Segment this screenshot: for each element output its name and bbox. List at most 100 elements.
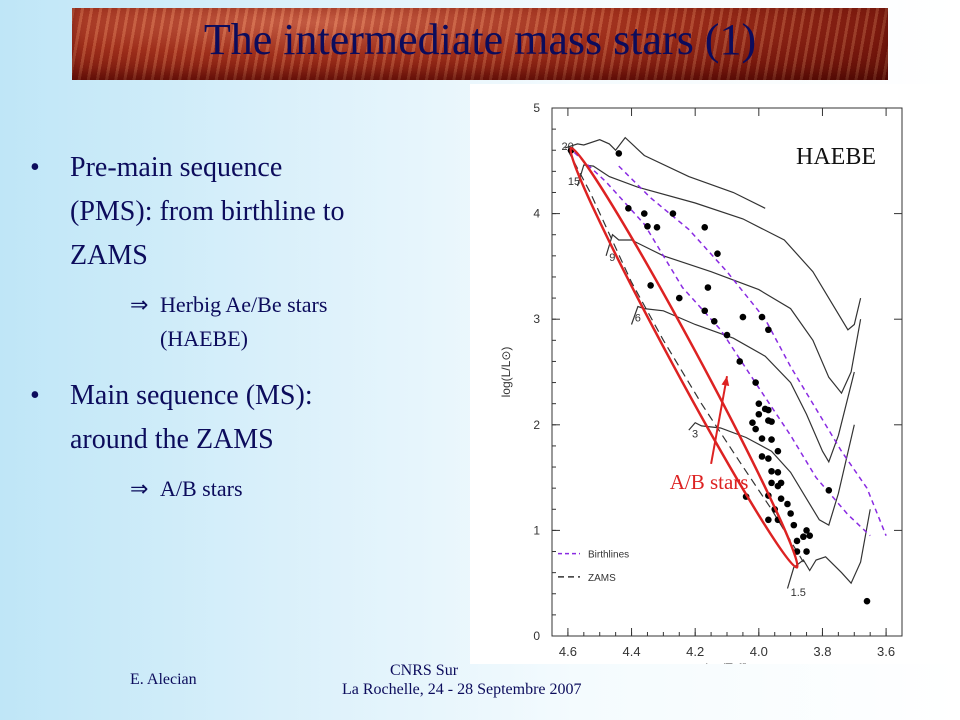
bullet-list: • Pre-main sequence (PMS): from birthlin… bbox=[30, 146, 460, 506]
zams-line bbox=[567, 149, 804, 563]
data-point bbox=[768, 418, 775, 425]
sub-bullet-haebe: ⇒ Herbig Ae/Be stars (HAEBE) bbox=[30, 288, 460, 356]
x-tick-label: 4.6 bbox=[559, 644, 577, 659]
y-axis-label: log(L/L⊙) bbox=[499, 347, 513, 398]
sub-bullet-ab: ⇒ A/B stars bbox=[30, 472, 460, 506]
data-point bbox=[758, 313, 766, 321]
bullet-ms-line1: Main sequence (MS): bbox=[70, 380, 313, 411]
hr-diagram-panel: 4.6 4.4 4.2 4.0 3.8 3.6 0 1 2 3 4 5 log(Teff) log(L/L… bbox=[470, 84, 960, 675]
bullet-ms-line2: around the ZAMS bbox=[70, 424, 274, 455]
haebe-label: HAEBE bbox=[796, 144, 876, 170]
data-point bbox=[774, 469, 782, 476]
data-point bbox=[774, 482, 782, 490]
data-point bbox=[768, 467, 775, 475]
data-point bbox=[825, 486, 833, 494]
track-mass-label: 3 bbox=[692, 428, 698, 440]
data-point bbox=[790, 521, 798, 529]
data-point bbox=[784, 500, 791, 508]
implies-icon: ⇒ bbox=[130, 476, 149, 501]
data-point bbox=[704, 284, 712, 291]
evolution-track bbox=[630, 305, 855, 464]
evolution-track bbox=[688, 421, 855, 526]
legend-birthlines-label: Birthlines bbox=[588, 550, 629, 561]
track-mass-label: 15 bbox=[568, 176, 580, 188]
data-point bbox=[768, 479, 775, 487]
y-tick-label: 4 bbox=[533, 207, 540, 221]
data-point bbox=[765, 326, 772, 334]
y-tick-label: 0 bbox=[533, 629, 540, 643]
bullet-dot: • bbox=[30, 380, 40, 411]
data-point bbox=[644, 222, 651, 230]
bullet-pms-line2: (PMS): from birthline to bbox=[70, 196, 345, 227]
data-point bbox=[647, 282, 654, 289]
data-point bbox=[806, 532, 814, 539]
y-tick-label: 2 bbox=[533, 418, 540, 432]
data-point bbox=[739, 313, 747, 321]
implies-icon: ⇒ bbox=[130, 292, 149, 317]
data-point bbox=[701, 224, 709, 231]
data-point bbox=[863, 597, 871, 605]
data-point bbox=[669, 210, 677, 217]
legend-zams-label: ZAMS bbox=[588, 573, 616, 584]
data-point bbox=[768, 436, 775, 443]
slide-title: The intermediate mass stars (1) bbox=[203, 15, 757, 64]
data-point bbox=[777, 495, 785, 503]
data-point bbox=[755, 400, 763, 407]
data-point bbox=[736, 358, 744, 365]
ab-arrow-head bbox=[721, 376, 730, 386]
data-point bbox=[675, 294, 683, 302]
data-point bbox=[615, 150, 623, 157]
data-point bbox=[800, 533, 807, 541]
x-tick-label: 4.0 bbox=[750, 644, 768, 659]
data-point bbox=[625, 205, 632, 212]
data-point bbox=[765, 455, 772, 462]
footer-event-line1: CNRS Sur bbox=[390, 662, 459, 679]
data-point bbox=[803, 527, 810, 534]
footer-event-line2: La Rochelle, 24 - 28 Septembre 2007 bbox=[342, 681, 582, 698]
birthline bbox=[618, 165, 887, 536]
bullet-ms: • Main sequence (MS): around the ZAMS bbox=[30, 374, 460, 462]
ab-stars-label: A/B stars bbox=[670, 470, 749, 494]
data-point bbox=[714, 250, 721, 258]
y-tick-label: 1 bbox=[533, 523, 540, 537]
data-point bbox=[765, 406, 772, 414]
x-tick-label: 3.6 bbox=[877, 644, 895, 659]
data-point bbox=[758, 453, 766, 460]
data-point bbox=[787, 510, 794, 517]
sub-bullet-haebe-line2: (HAEBE) bbox=[160, 326, 248, 351]
data-point bbox=[774, 447, 782, 455]
x-tick-label: 3.8 bbox=[813, 644, 831, 659]
data-point bbox=[701, 307, 709, 315]
track-mass-label: 6 bbox=[635, 312, 641, 324]
data-point bbox=[640, 210, 648, 217]
ab-stars-ellipse bbox=[569, 146, 799, 569]
ab-arrow bbox=[710, 376, 728, 465]
x-tick-label: 4.2 bbox=[686, 644, 704, 659]
data-point bbox=[723, 331, 731, 339]
y-tick-label: 3 bbox=[533, 312, 540, 326]
data-point bbox=[752, 425, 759, 433]
evolution-track bbox=[786, 509, 871, 589]
evolution-track bbox=[605, 233, 862, 395]
bullet-pms: • Pre-main sequence (PMS): from birthlin… bbox=[30, 146, 460, 278]
sub-bullet-ab-line1: A/B stars bbox=[160, 476, 243, 501]
x-axis-label: log(Teff) bbox=[705, 661, 748, 664]
x-tick-label: 4.4 bbox=[623, 644, 641, 659]
data-point bbox=[710, 318, 718, 325]
data-point bbox=[758, 435, 766, 442]
y-tick-label: 5 bbox=[533, 101, 540, 115]
track-mass-label: 1.5 bbox=[791, 587, 806, 599]
hr-diagram: 4.6 4.4 4.2 4.0 3.8 3.6 0 1 2 3 4 5 log(Teff) log(L/L… bbox=[499, 101, 903, 675]
data-point bbox=[755, 410, 763, 418]
evolution-track bbox=[576, 164, 862, 331]
footer-author: E. Alecian bbox=[130, 671, 197, 688]
evolution-track bbox=[564, 136, 766, 209]
sub-bullet-haebe-line1: Herbig Ae/Be stars bbox=[160, 292, 328, 317]
data-point bbox=[749, 419, 756, 426]
bullet-dot: • bbox=[30, 152, 40, 183]
bullet-pms-line3: ZAMS bbox=[70, 240, 148, 271]
data-point bbox=[653, 224, 661, 231]
data-point bbox=[793, 537, 801, 545]
title-banner bbox=[72, 8, 888, 80]
bullet-pms-line1: Pre-main sequence bbox=[70, 152, 283, 183]
